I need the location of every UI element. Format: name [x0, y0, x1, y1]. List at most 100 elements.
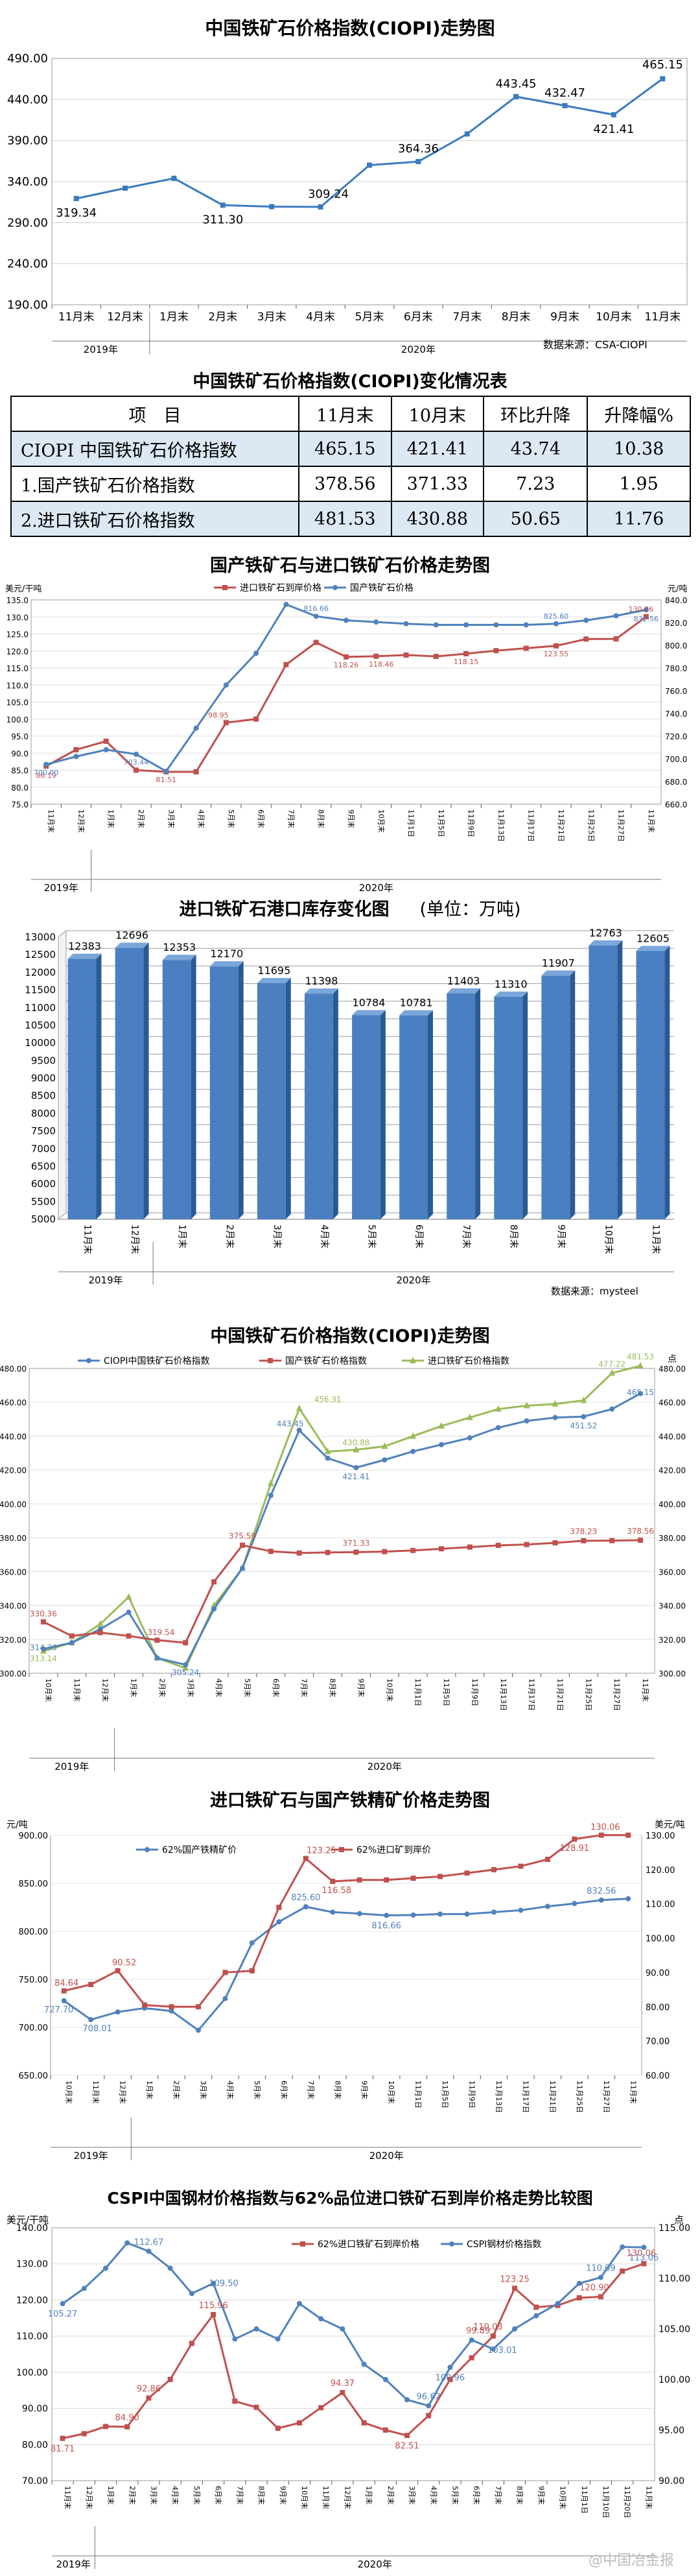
y-tick-label: 7000: [31, 1143, 56, 1154]
data-label: 12763: [589, 927, 622, 939]
ciopi-index-point: [382, 1457, 388, 1462]
y-tick-label: 190.00: [7, 298, 48, 312]
plot-frame: [30, 599, 662, 805]
bar-top: [636, 946, 670, 951]
x-tick-label: 3月末: [257, 311, 286, 324]
x-tick-label: 10月末: [559, 2486, 568, 2509]
data-label: 115.96: [198, 2301, 228, 2311]
x-tick-label: 11月1日: [580, 2486, 589, 2514]
ore-cif-price-point: [361, 2420, 367, 2426]
x-tick-label: 11月5日: [441, 2081, 449, 2108]
inventory-bar: [115, 948, 144, 1219]
plot-frame: [50, 1835, 642, 2076]
data-label: 825.60: [544, 612, 569, 621]
y-right-tick-label: 115.00: [659, 2223, 690, 2234]
year-label: 2020年: [369, 2150, 404, 2162]
ciopi-index-point: [268, 1492, 274, 1498]
ciopi-index-point: [353, 1464, 359, 1470]
x-tick-label: 11月27日: [612, 1678, 621, 1711]
domestic-price-point: [223, 682, 229, 688]
x-tick-label: 10月末: [44, 1678, 53, 1702]
import-price-point: [253, 716, 259, 722]
y-tick-label: 10000: [25, 1037, 56, 1049]
legend-label: CSPI钢材价格指数: [467, 2239, 541, 2250]
ore-cif-price-point: [253, 2404, 259, 2410]
domestic-price-point: [643, 607, 649, 613]
ciopi-line-chart: 190.00 240.00 290.00 340.00 390.00 440.00 490.…: [7, 52, 688, 355]
data-label: 477.22: [598, 1359, 625, 1368]
ciopi-index-point: [325, 1455, 331, 1461]
y-left-tick-label: 460.00: [0, 1398, 27, 1407]
x-tick-label: 7月末: [461, 1224, 471, 1248]
y-left-tick-label: 320.00: [0, 1636, 27, 1645]
bar-side: [570, 970, 576, 1219]
domestic-price-point: [313, 614, 319, 619]
ciopi-point: [415, 159, 421, 165]
data-label: 11310: [495, 978, 528, 990]
domestic-price-point: [493, 622, 499, 628]
x-tick-label: 12月末: [101, 1678, 110, 1702]
concentrate-price-point: [625, 1896, 631, 1902]
import-index-point: [495, 1405, 502, 1412]
inventory-bar: [352, 1015, 380, 1219]
data-label: 81.51: [156, 776, 177, 784]
x-tick-label: 10月末: [385, 1678, 394, 1702]
inventory-bar: [399, 1015, 428, 1219]
ore-cif-price-point: [232, 2398, 238, 2404]
x-tick-label: 5月末: [253, 2081, 262, 2099]
x-tick-label: 11月末: [647, 809, 656, 833]
table-header-cell: 项 目: [10, 396, 299, 432]
x-tick-label: 11月5日: [437, 809, 445, 837]
ciopi-index-point: [126, 1610, 132, 1615]
y-right-tick-label: 320.00: [659, 1636, 686, 1645]
domestic-price-point: [193, 725, 199, 731]
data-label: 451.52: [570, 1421, 597, 1430]
import-price-point: [103, 738, 109, 744]
table-row: 2.进口铁矿石价格指数 481.53 430.88 50.65 11.76: [10, 501, 691, 537]
import-index-point: [267, 1479, 274, 1486]
y-tick-label: 9000: [31, 1073, 56, 1084]
y-tick-label: 5000: [31, 1213, 56, 1225]
cspi-ore-title: CSPI中国钢材价格指数与62%品位进口铁矿石到岸价格走势比较图: [107, 2189, 593, 2208]
ore-cif-price-point: [576, 2295, 582, 2301]
x-tick-label: 1月末: [177, 1224, 187, 1248]
x-tick-label: 7月末: [307, 2081, 316, 2099]
legend-label: 62%国产铁精矿价: [162, 1845, 237, 1855]
legend-marker: [410, 1357, 416, 1363]
import-cif-price-point: [410, 1876, 416, 1881]
x-tick-label: 6月末: [414, 1224, 424, 1248]
x-tick-label: 11月20日: [623, 2486, 631, 2518]
inventory-bar: [447, 993, 476, 1219]
x-tick-label: 5月末: [243, 1678, 252, 1697]
import-concentrate-title: 进口铁矿石与国产铁精矿价格走势图: [210, 1791, 490, 1811]
import-index-line: [43, 1365, 641, 1670]
bar-top: [162, 955, 196, 960]
data-label: 319.34: [56, 206, 97, 220]
import-price-point: [613, 636, 619, 642]
import-price-point: [493, 648, 499, 654]
domestic-index-point: [467, 1544, 472, 1550]
x-tick-label: 7月末: [300, 1678, 309, 1697]
y-right-unit: 美元/吨: [655, 1820, 685, 1830]
x-tick-label: 2月末: [158, 1678, 167, 1697]
ore-cif-price-point: [469, 2355, 474, 2361]
y-left-tick-label: 380.00: [0, 1534, 27, 1543]
x-tick-label: 6月末: [472, 2486, 482, 2505]
bar-top: [541, 970, 576, 976]
bar-top: [352, 1010, 386, 1016]
table-cell: 430.88: [390, 501, 485, 537]
data-label: 98.95: [208, 711, 229, 719]
data-label: 99.89: [466, 2326, 490, 2336]
ore-cif-price-point: [340, 2390, 345, 2396]
domestic-index-point: [638, 1537, 644, 1543]
plot-frame: [51, 58, 688, 305]
x-tick-label: 7月末: [286, 809, 296, 828]
data-label: 432.47: [544, 86, 585, 100]
data-label: 832.56: [587, 1887, 616, 1896]
y-left-tick-label: 135.0: [6, 596, 29, 605]
ore-cif-price-point: [512, 2285, 518, 2291]
import-cif-price-point: [196, 2004, 201, 2010]
import-price-point: [643, 614, 649, 619]
table-cell: 378.56: [298, 466, 392, 502]
import-index-point: [125, 1593, 132, 1600]
